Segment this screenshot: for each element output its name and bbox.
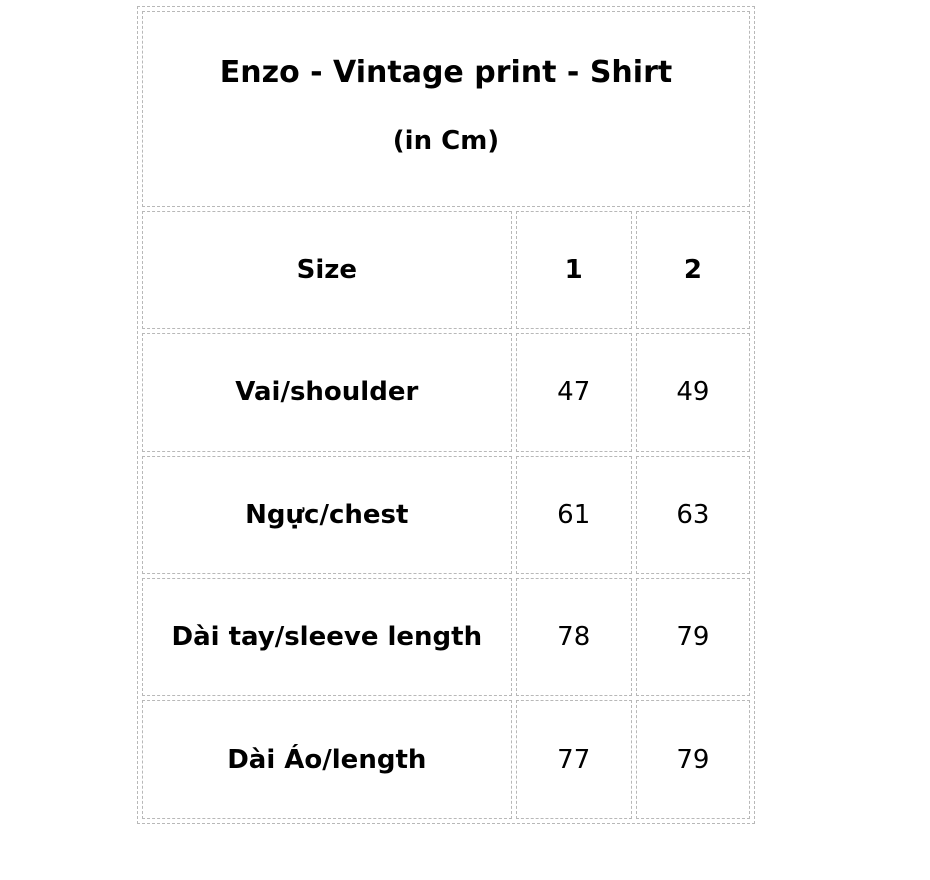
table-row: Dài tay/sleeve length 78 79 — [142, 578, 750, 697]
unit-label: (in Cm) — [392, 126, 500, 157]
row-label: Dài Áo/length — [142, 700, 512, 819]
table-row: Dài Áo/length 77 79 — [142, 700, 750, 819]
row-value: 63 — [635, 455, 750, 575]
table-row: Ngực/chest 61 63 — [142, 455, 750, 575]
row-value: 47 — [515, 333, 632, 452]
row-value: 77 — [515, 700, 632, 819]
title-cell: Enzo - Vintage print - Shirt (in Cm) — [142, 11, 750, 207]
header-row: Size 1 2 — [142, 210, 750, 330]
title-row: Enzo - Vintage print - Shirt (in Cm) — [142, 11, 750, 207]
row-label: Ngực/chest — [142, 455, 512, 575]
header-size-1: 1 — [515, 210, 632, 330]
row-value: 49 — [635, 333, 750, 452]
row-value: 61 — [515, 455, 632, 575]
row-value: 79 — [635, 700, 750, 819]
row-label: Dài tay/sleeve length — [142, 578, 512, 697]
table-title: Enzo - Vintage print - Shirt — [219, 55, 673, 91]
row-value: 79 — [635, 578, 750, 697]
row-label: Vai/shoulder — [142, 333, 512, 452]
row-value: 78 — [515, 578, 632, 697]
size-chart-table: Enzo - Vintage print - Shirt (in Cm) Siz… — [137, 6, 755, 824]
header-size-label: Size — [142, 210, 512, 330]
table-row: Vai/shoulder 47 49 — [142, 333, 750, 452]
header-size-2: 2 — [635, 210, 750, 330]
